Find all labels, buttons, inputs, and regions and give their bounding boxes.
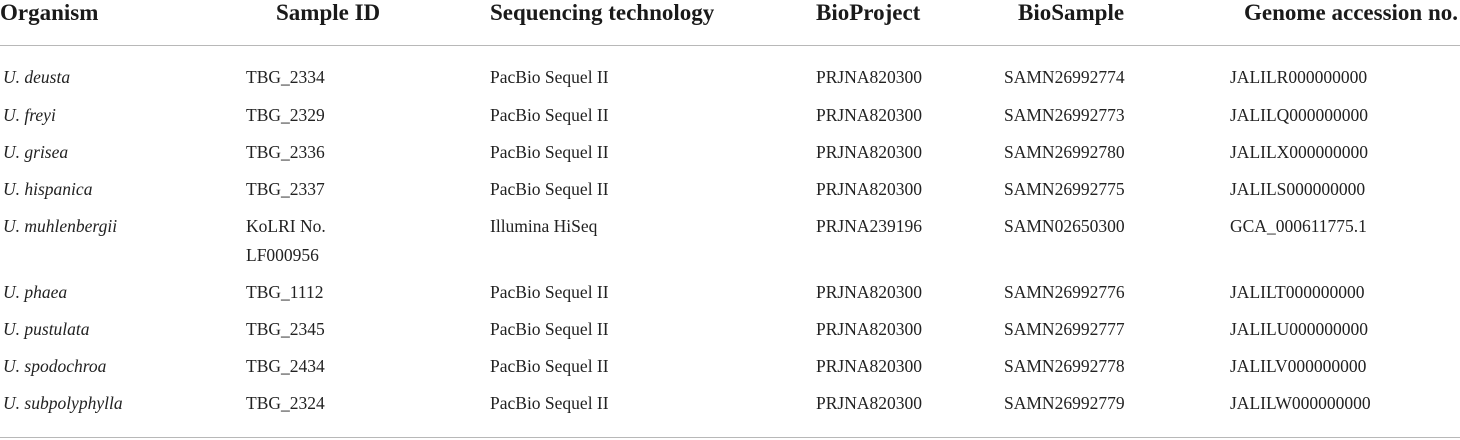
cell-biosample: SAMN26992780 [1004,142,1125,162]
cell-organism: U. pustulata [3,319,90,339]
cell-sample-id: KoLRI No. LF000956 [244,212,490,278]
cell-genome-accession: JALILR000000000 [1230,67,1368,87]
table-row: U. subpolyphylla TBG_2324 PacBio Sequel … [0,389,1460,440]
cell-genome-accession: JALILQ000000000 [1230,105,1369,125]
cell-sample-id: TBG_2329 [244,101,490,138]
table-bottom-rule [0,437,1460,438]
table-row: U. spodochroa TBG_2434 PacBio Sequel II … [0,352,1460,389]
cell-sequencing-technology: PacBio Sequel II [490,393,609,413]
cell-sequencing-technology: PacBio Sequel II [490,179,609,199]
cell-organism: U. grisea [3,142,69,162]
cell-sample-id-line: TBG_2334 [246,67,325,87]
cell-sample-id-line: TBG_2337 [246,179,325,199]
cell-biosample: SAMN26992779 [1004,393,1125,413]
cell-biosample: SAMN26992775 [1004,179,1125,199]
cell-sample-id-line: TBG_1112 [246,282,324,302]
cell-biosample: SAMN26992773 [1004,105,1125,125]
cell-genome-accession: JALILS000000000 [1230,179,1366,199]
cell-genome-accession: JALILV000000000 [1230,356,1367,376]
cell-bioproject: PRJNA820300 [816,356,922,376]
table-row: U. grisea TBG_2336 PacBio Sequel II PRJN… [0,138,1460,175]
cell-bioproject: PRJNA820300 [816,105,922,125]
cell-bioproject: PRJNA820300 [816,179,922,199]
cell-bioproject: PRJNA820300 [816,142,922,162]
table-row: U. phaea TBG_1112 PacBio Sequel II PRJNA… [0,278,1460,315]
cell-sequencing-technology: PacBio Sequel II [490,356,609,376]
cell-genome-accession: JALILX000000000 [1230,142,1369,162]
cell-sample-id-line: TBG_2434 [246,356,325,376]
cell-sequencing-technology: PacBio Sequel II [490,142,609,162]
header-row: Organism Sample ID Sequencing technology… [0,0,1460,46]
cell-biosample: SAMN02650300 [1004,216,1125,236]
cell-bioproject: PRJNA820300 [816,393,922,413]
cell-organism: U. freyi [3,105,56,125]
cell-genome-accession: JALILW000000000 [1230,393,1371,413]
cell-sample-id-line: LF000956 [246,245,319,265]
cell-sample-id: TBG_2334 [244,46,490,102]
header-sequencing-technology: Sequencing technology [490,0,816,46]
cell-organism: U. subpolyphylla [3,393,123,413]
cell-sample-id: TBG_2324 [244,389,490,440]
cell-genome-accession: GCA_000611775.1 [1230,216,1367,236]
cell-bioproject: PRJNA239196 [816,216,922,236]
cell-organism: U. deusta [3,67,71,87]
cell-sequencing-technology: PacBio Sequel II [490,282,609,302]
table-row: U. freyi TBG_2329 PacBio Sequel II PRJNA… [0,101,1460,138]
header-genome-accession: Genome accession no. [1210,0,1460,46]
cell-sample-id-line: TBG_2336 [246,142,325,162]
cell-sample-id-line: TBG_2329 [246,105,325,125]
table-row: U. hispanica TBG_2337 PacBio Sequel II P… [0,175,1460,212]
cell-bioproject: PRJNA820300 [816,319,922,339]
cell-sequencing-technology: PacBio Sequel II [490,67,609,87]
cell-sample-id: TBG_2337 [244,175,490,212]
cell-sample-id: TBG_2434 [244,352,490,389]
header-bioproject: BioProject [816,0,1004,46]
cell-sample-id: TBG_1112 [244,278,490,315]
cell-sample-id: TBG_2345 [244,315,490,352]
cell-organism: U. muhlenbergii [3,216,118,236]
header-biosample: BioSample [1004,0,1210,46]
cell-biosample: SAMN26992777 [1004,319,1125,339]
cell-genome-accession: JALILU000000000 [1230,319,1369,339]
cell-organism: U. hispanica [3,179,93,199]
cell-bioproject: PRJNA820300 [816,67,922,87]
cell-sample-id-line: KoLRI No. [246,216,326,236]
header-sample-id: Sample ID [244,0,490,46]
header-organism: Organism [0,0,244,46]
cell-sample-id-line: TBG_2324 [246,393,325,413]
cell-bioproject: PRJNA820300 [816,282,922,302]
cell-biosample: SAMN26992776 [1004,282,1125,302]
cell-organism: U. phaea [3,282,68,302]
table-header: Organism Sample ID Sequencing technology… [0,0,1460,46]
table-row: U. deusta TBG_2334 PacBio Sequel II PRJN… [0,46,1460,102]
cell-sequencing-technology: Illumina HiSeq [490,216,598,236]
cell-sample-id-line: TBG_2345 [246,319,325,339]
cell-sequencing-technology: PacBio Sequel II [490,105,609,125]
cell-biosample: SAMN26992774 [1004,67,1125,87]
cell-organism: U. spodochroa [3,356,107,376]
cell-sequencing-technology: PacBio Sequel II [490,319,609,339]
table-row: U. pustulata TBG_2345 PacBio Sequel II P… [0,315,1460,352]
cell-biosample: SAMN26992778 [1004,356,1125,376]
table-row: U. muhlenbergii KoLRI No. LF000956 Illum… [0,212,1460,278]
cell-sample-id: TBG_2336 [244,138,490,175]
cell-genome-accession: JALILT000000000 [1230,282,1365,302]
table-body: U. deusta TBG_2334 PacBio Sequel II PRJN… [0,46,1460,440]
